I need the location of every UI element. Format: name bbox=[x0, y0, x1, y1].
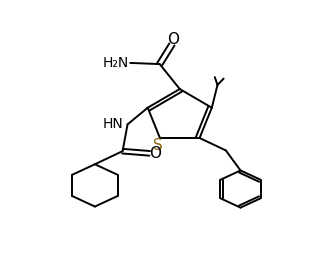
Text: HN: HN bbox=[103, 117, 124, 131]
Text: S: S bbox=[152, 138, 162, 153]
Text: O: O bbox=[168, 32, 179, 47]
Text: O: O bbox=[150, 146, 161, 161]
Text: H₂N: H₂N bbox=[102, 56, 129, 70]
